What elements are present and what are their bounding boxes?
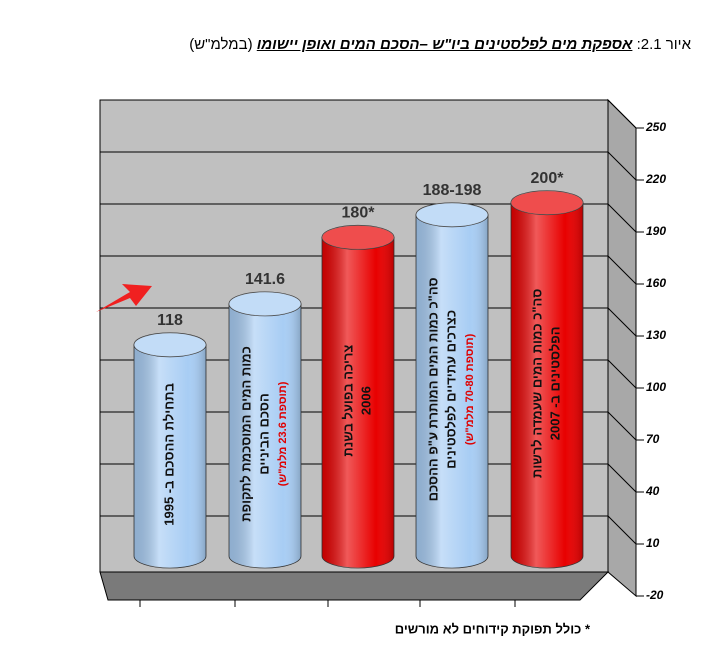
- y-tick-label: 250: [645, 120, 666, 134]
- value-label: 188-198: [423, 182, 482, 199]
- footnote: * כולל תפוקת קידוחים לא מורשים: [395, 621, 591, 636]
- bar-note: (תוספת 70-80 מלמ"ש): [463, 333, 476, 445]
- y-tick-label: 160: [646, 276, 666, 290]
- bar-text: סה"כ כמות המים המותרת ע"פ ההסכם: [425, 277, 440, 501]
- title-block: איור 2.1: אספקת מים לפלסטינים ביו"ש –הסכ…: [189, 36, 691, 53]
- bar-note: (תוספת 23.6 מלמ"ש): [276, 381, 289, 486]
- value-label: 180*: [342, 205, 376, 222]
- bar-group: 200* סה"כ כמות המים שעמדה לרשות הפלסטינים …: [510, 170, 584, 569]
- grid-line: [607, 255, 637, 285]
- bar-group: 118 בתחילת ההסכם ב- 1995: [133, 312, 207, 569]
- bar-top: [510, 190, 584, 216]
- bar-top-shine: [416, 202, 488, 227]
- bar-text: סה"כ כמות המים שעמדה לרשות: [529, 289, 544, 478]
- grid-line: [607, 307, 637, 337]
- chart-title: אספקת מים לפלסטינים ביו"ש –הסכם המים ואו…: [256, 36, 633, 53]
- arrow: [96, 284, 152, 312]
- bar-top: [415, 202, 489, 228]
- y-tick-label: 100: [646, 380, 666, 394]
- bar-text: הסכם הביניים: [256, 393, 271, 475]
- grid-line: [607, 463, 637, 493]
- bar-text: כצרכים עתידיים לפלסטינים: [443, 310, 458, 469]
- bar-group: 141.6 כמות המים המוסכמת לתקופת הסכם הביניי…: [228, 271, 302, 569]
- bar-text: כמות המים המוסכמת לתקופת: [238, 346, 253, 522]
- grid-line: [607, 151, 637, 181]
- bar-text: 2006: [358, 386, 373, 415]
- grid-line: [607, 203, 637, 233]
- value-label: 118: [157, 312, 183, 329]
- bar-shine: [134, 344, 206, 568]
- y-tick-label: 70: [646, 432, 660, 446]
- bar-shine: [416, 214, 488, 569]
- bar-top-shine: [229, 291, 301, 316]
- y-tick-label: 40: [645, 484, 660, 498]
- bar-top: [228, 291, 302, 317]
- title-unit: (במלמ"ש): [189, 36, 253, 53]
- bar-top-shine: [322, 225, 394, 250]
- bar-text: בתחילת ההסכם ב- 1995: [161, 383, 176, 526]
- bar-shine: [322, 237, 394, 569]
- y-tick-label: 10: [646, 536, 660, 550]
- grid-line: [607, 359, 637, 389]
- bars: 118 בתחילת ההסכם ב- 1995 141.6 כמות המים המ…: [133, 170, 584, 569]
- bar-top: [321, 224, 395, 250]
- side-wall: [607, 98, 637, 598]
- y-tick-label: 190: [646, 224, 666, 238]
- value-label: 200*: [531, 170, 565, 187]
- bar-group: 180* צריכה בפועל בשנת 2006: [321, 205, 395, 569]
- y-tick-label: 130: [646, 328, 666, 342]
- grid-line: [607, 99, 637, 129]
- y-tick-label: -20: [646, 588, 664, 602]
- bar-group: 188-198 סה"כ כמות המים המותרת ע"פ ההסכם כצ…: [415, 182, 489, 569]
- bar-shine: [229, 303, 301, 568]
- bar-text: צריכה בפועל בשנת: [340, 345, 355, 457]
- bar-top-shine: [134, 332, 206, 357]
- title-label: איור 2.1:: [636, 36, 691, 53]
- bar-text: הפלסטינים ב- 2007: [547, 326, 562, 440]
- bar-top-shine: [511, 190, 583, 215]
- floor: [99, 571, 610, 601]
- y-tick-label: 220: [645, 172, 666, 186]
- grid-line: [607, 515, 637, 545]
- bar-top: [133, 332, 207, 358]
- grid-line: [607, 411, 637, 441]
- bar-shine: [511, 202, 583, 568]
- value-label: 141.6: [245, 271, 285, 288]
